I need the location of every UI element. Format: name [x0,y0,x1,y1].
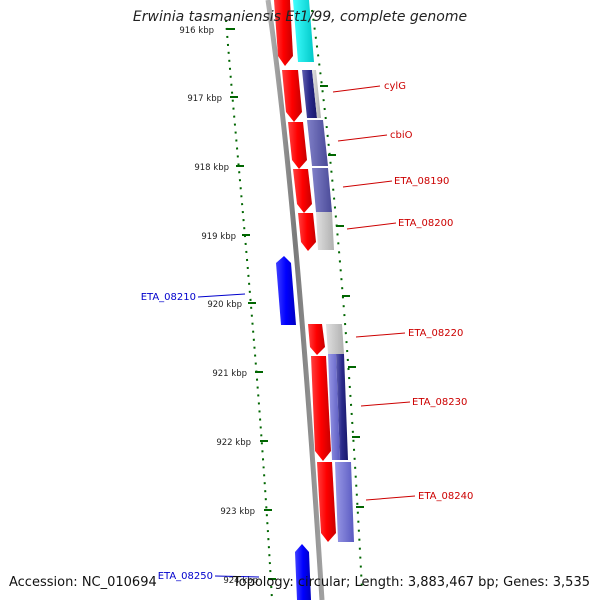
tick-label: 922 kbp [216,438,251,448]
tick-label: 921 kbp [212,369,247,379]
gene-label-cylG[interactable]: cylG [384,81,406,92]
genome-backbone [265,0,325,600]
gene-label-ETA_08200[interactable]: ETA_08200 [398,218,453,229]
gene-arrow-ETA_08200[interactable] [298,213,316,251]
gene-label-ETA_08240[interactable]: ETA_08240 [418,491,473,502]
tick-marks [227,28,276,580]
skew-marks [320,85,364,508]
map-title: Erwinia tasmaniensis Et1/99, complete ge… [132,9,468,25]
tick-label: 917 kbp [187,94,222,104]
cog-bars [293,0,354,542]
tick-label: 916 kbp [179,26,214,36]
gene-label-ETA_08210[interactable]: ETA_08210 [141,292,196,303]
gene-arrow-ETA_08250[interactable] [295,544,311,600]
gene-arrow-ETA_08210[interactable] [276,256,296,325]
gene-label-ETA_08250[interactable]: ETA_08250 [158,571,213,582]
tick-label: 920 kbp [207,300,242,310]
gene-arrow-ETA_08240[interactable] [317,462,336,542]
gene-label-ETA_08190[interactable]: ETA_08190 [394,176,449,187]
tick-label: 919 kbp [201,232,236,242]
label-leaders [197,85,416,578]
tick-label: 918 kbp [194,163,229,173]
cog-bar[interactable] [335,462,354,542]
cog-bar[interactable] [312,70,321,118]
gene-arrow-cylG[interactable] [282,70,302,122]
genome-summary-text: Topology: circular; Length: 3,883,467 bp… [232,575,590,590]
gc-skew-plot [311,9,363,591]
reverse-genes [276,256,311,600]
cog-bar[interactable] [293,0,314,62]
gene-arrow-ETA_08230[interactable] [311,356,331,461]
gene-arrow-cbiO[interactable] [288,122,307,169]
gene-label-cbiO[interactable]: cbiO [390,130,413,141]
cog-bar[interactable] [316,212,334,250]
gene-labels: cylG cbiO ETA_08190 ETA_08200 ETA_08210 … [141,81,474,582]
forward-genes [274,0,336,542]
cog-bar[interactable] [312,168,332,212]
tick-label: 924 kbp [223,576,258,586]
gene-arrow-forward[interactable] [274,0,293,66]
accession-text: Accession: NC_010694 [9,575,157,590]
cog-bar[interactable] [336,354,348,460]
gene-arrow-ETA_08220[interactable] [308,324,325,355]
gene-label-ETA_08220[interactable]: ETA_08220 [408,328,463,339]
cog-bar[interactable] [307,120,328,166]
tick-labels: 916 kbp 917 kbp 918 kbp 919 kbp 920 kbp … [179,26,258,586]
cog-bar[interactable] [326,324,344,354]
tick-label: 923 kbp [220,507,255,517]
gene-label-ETA_08230[interactable]: ETA_08230 [412,397,467,408]
gene-arrow-ETA_08190[interactable] [293,169,312,213]
